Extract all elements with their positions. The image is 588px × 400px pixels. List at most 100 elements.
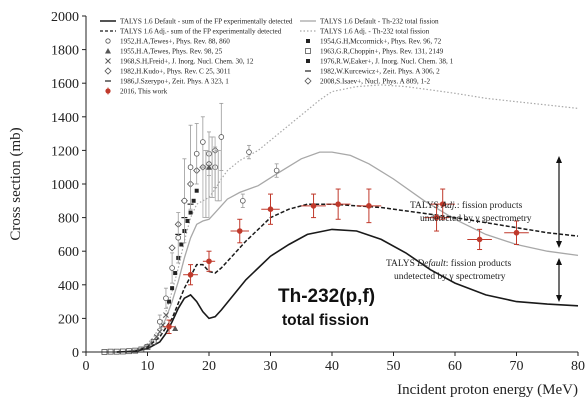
y-tick-label: 1800 xyxy=(51,44,79,59)
annotations: TALYS Adj.: fission products undetected … xyxy=(278,156,562,329)
chart-title-reaction: Th-232(p,f) xyxy=(278,286,375,307)
x-tick-label: 20 xyxy=(202,359,216,374)
axes: 0 200 400 600 800 1000 1200 1400 1600 1800 2000 0 10… xyxy=(8,10,585,398)
this-work-data xyxy=(162,188,529,335)
y-tick-label: 400 xyxy=(58,279,79,294)
y-tick-label: 600 xyxy=(58,245,79,260)
this-work-point xyxy=(187,271,194,278)
legend-right-label: TALYS 1.6 Default - Th-232 total fission xyxy=(320,18,439,26)
this-work-point xyxy=(166,324,172,330)
lit-point-cross xyxy=(163,312,169,318)
x-tick-label: 40 xyxy=(325,359,339,374)
annotation-default-line1: TALYS Default: fission products xyxy=(386,258,512,269)
this-work-point xyxy=(366,203,372,209)
lit-point-circle xyxy=(157,318,163,325)
annotation-adj-line2: undetected by γ spectrometry xyxy=(420,214,532,224)
y-tick-label: 1200 xyxy=(51,144,79,159)
y-tick-label: 800 xyxy=(58,212,79,227)
legend-marker-filled xyxy=(306,59,310,63)
lit-point-square xyxy=(120,348,126,355)
lit-point-circle xyxy=(193,150,200,157)
lit-point-diamond xyxy=(168,244,176,252)
annotation-default-line2: undetected by γ spectrometry xyxy=(394,272,506,282)
x-tick-label: 70 xyxy=(510,359,524,374)
lit-point-square xyxy=(144,344,151,350)
lit-point-circle xyxy=(218,134,225,140)
legend-marker-filled xyxy=(306,39,310,43)
default-arrow-head-bottom xyxy=(556,295,562,302)
legend-marker-diamond xyxy=(304,77,312,85)
legend-marker-circle xyxy=(105,38,111,44)
x-axis-label: Incident proton energy (MeV) xyxy=(397,382,578,398)
lit-point-square xyxy=(126,348,132,355)
series-line-0 xyxy=(116,151,579,353)
lit-point-circle xyxy=(187,164,194,171)
lit-point-triangle xyxy=(172,325,179,331)
y-axis-label: Cross section (mb) xyxy=(8,127,24,240)
lit-point-circle xyxy=(163,295,169,302)
y-tick-label: 2000 xyxy=(51,10,79,25)
legend-right-label: 2008,S.Isaev+, Nucl. Phys. A 809, 1-2 xyxy=(320,78,430,86)
this-work-point xyxy=(439,201,446,207)
legend-marker-cross xyxy=(105,58,111,64)
legend-left-label: 1955,H.A,Tewes, Phys. Rev. 98, 25 xyxy=(120,48,223,56)
this-work-point xyxy=(513,229,520,236)
lit-point-filled xyxy=(188,210,193,215)
legend: TALYS 1.6 Default - sum of the FP experi… xyxy=(100,18,454,96)
legend-right-label: 1976,R.W,Eaker+, J. Inorg. Nucl. Chem. 3… xyxy=(320,58,454,66)
lit-point-filled xyxy=(167,299,172,304)
annotation-adj-line1: TALYS Adj.: fission products xyxy=(410,200,523,211)
legend-marker-red xyxy=(105,88,111,94)
this-work-point xyxy=(236,228,243,234)
legend-right-label: 1982,W.Kurcewicz+, Zeit. Phys. A 306, 2 xyxy=(320,68,440,76)
legend-left-label: 1952,H.A,Tewes+, Phys. Rev. 88, 860 xyxy=(120,38,230,46)
x-tick-label: 30 xyxy=(264,359,278,374)
chart-title-subtitle: total fission xyxy=(282,312,369,329)
lit-point-circle xyxy=(246,149,252,155)
legend-left-label: 1982,H.Kudo+, Phys. Rev. C 25, 3011 xyxy=(120,68,231,76)
this-work-point xyxy=(433,214,440,221)
y-tick-label: 0 xyxy=(72,346,79,361)
literature-data xyxy=(101,102,280,355)
lit-point-filled xyxy=(194,188,199,193)
lit-point-circle xyxy=(181,198,188,204)
adj-arrow-head-top xyxy=(556,156,562,163)
series-line-2 xyxy=(116,203,579,353)
lit-point-filled xyxy=(170,286,175,291)
y-tick-label: 1400 xyxy=(51,111,79,126)
default-arrow-head-top xyxy=(556,258,562,265)
legend-right-label: 1954,G.H,Mccormick+, Phys. Rev. 96, 72 xyxy=(320,38,442,46)
legend-left-label: TALYS 1.6 Default - sum of the FP experi… xyxy=(120,18,293,26)
this-work-point xyxy=(335,201,341,207)
lit-point-square xyxy=(150,339,157,345)
lit-point-filled xyxy=(173,271,178,276)
lit-point-square xyxy=(132,347,139,354)
x-tick-label: 50 xyxy=(387,359,401,374)
lit-point-filled xyxy=(185,218,190,223)
x-tick-label: 10 xyxy=(141,359,155,374)
adj-arrow-head-bottom xyxy=(556,241,562,248)
legend-right-label: 1963,G.R,Choppin+, Phys. Rev. 131, 2149 xyxy=(320,48,444,56)
legend-marker-square xyxy=(305,48,311,54)
this-work-point xyxy=(310,203,317,209)
series-line-3 xyxy=(116,228,579,353)
lit-point-circle xyxy=(175,234,182,241)
legend-left-label: 1968,S.H,Freid+, J. Inorg. Nucl. Chem. 3… xyxy=(120,58,254,66)
legend-left-label: 2016, This work xyxy=(120,88,168,96)
legend-left-label: 1986,J.Szerypo+, Zeit. Phys. A 323, 1 xyxy=(120,78,229,86)
lit-point-filled xyxy=(179,242,184,247)
y-tick-label: 200 xyxy=(58,312,79,327)
lit-point-cross xyxy=(156,329,163,335)
legend-marker-triangle xyxy=(105,48,111,54)
lit-point-errorbox xyxy=(214,149,222,202)
lit-point-triangle xyxy=(206,164,212,170)
x-tick-label: 0 xyxy=(83,359,90,374)
lit-point-filled xyxy=(191,198,196,203)
lit-point-circle xyxy=(273,167,280,174)
this-work-point xyxy=(267,206,274,212)
legend-right-label: TALYS 1.6 Adj. - Th-232 total fission xyxy=(320,28,430,36)
this-work-point xyxy=(206,258,212,265)
y-tick-label: 1600 xyxy=(51,77,79,92)
this-work-point xyxy=(476,236,483,243)
